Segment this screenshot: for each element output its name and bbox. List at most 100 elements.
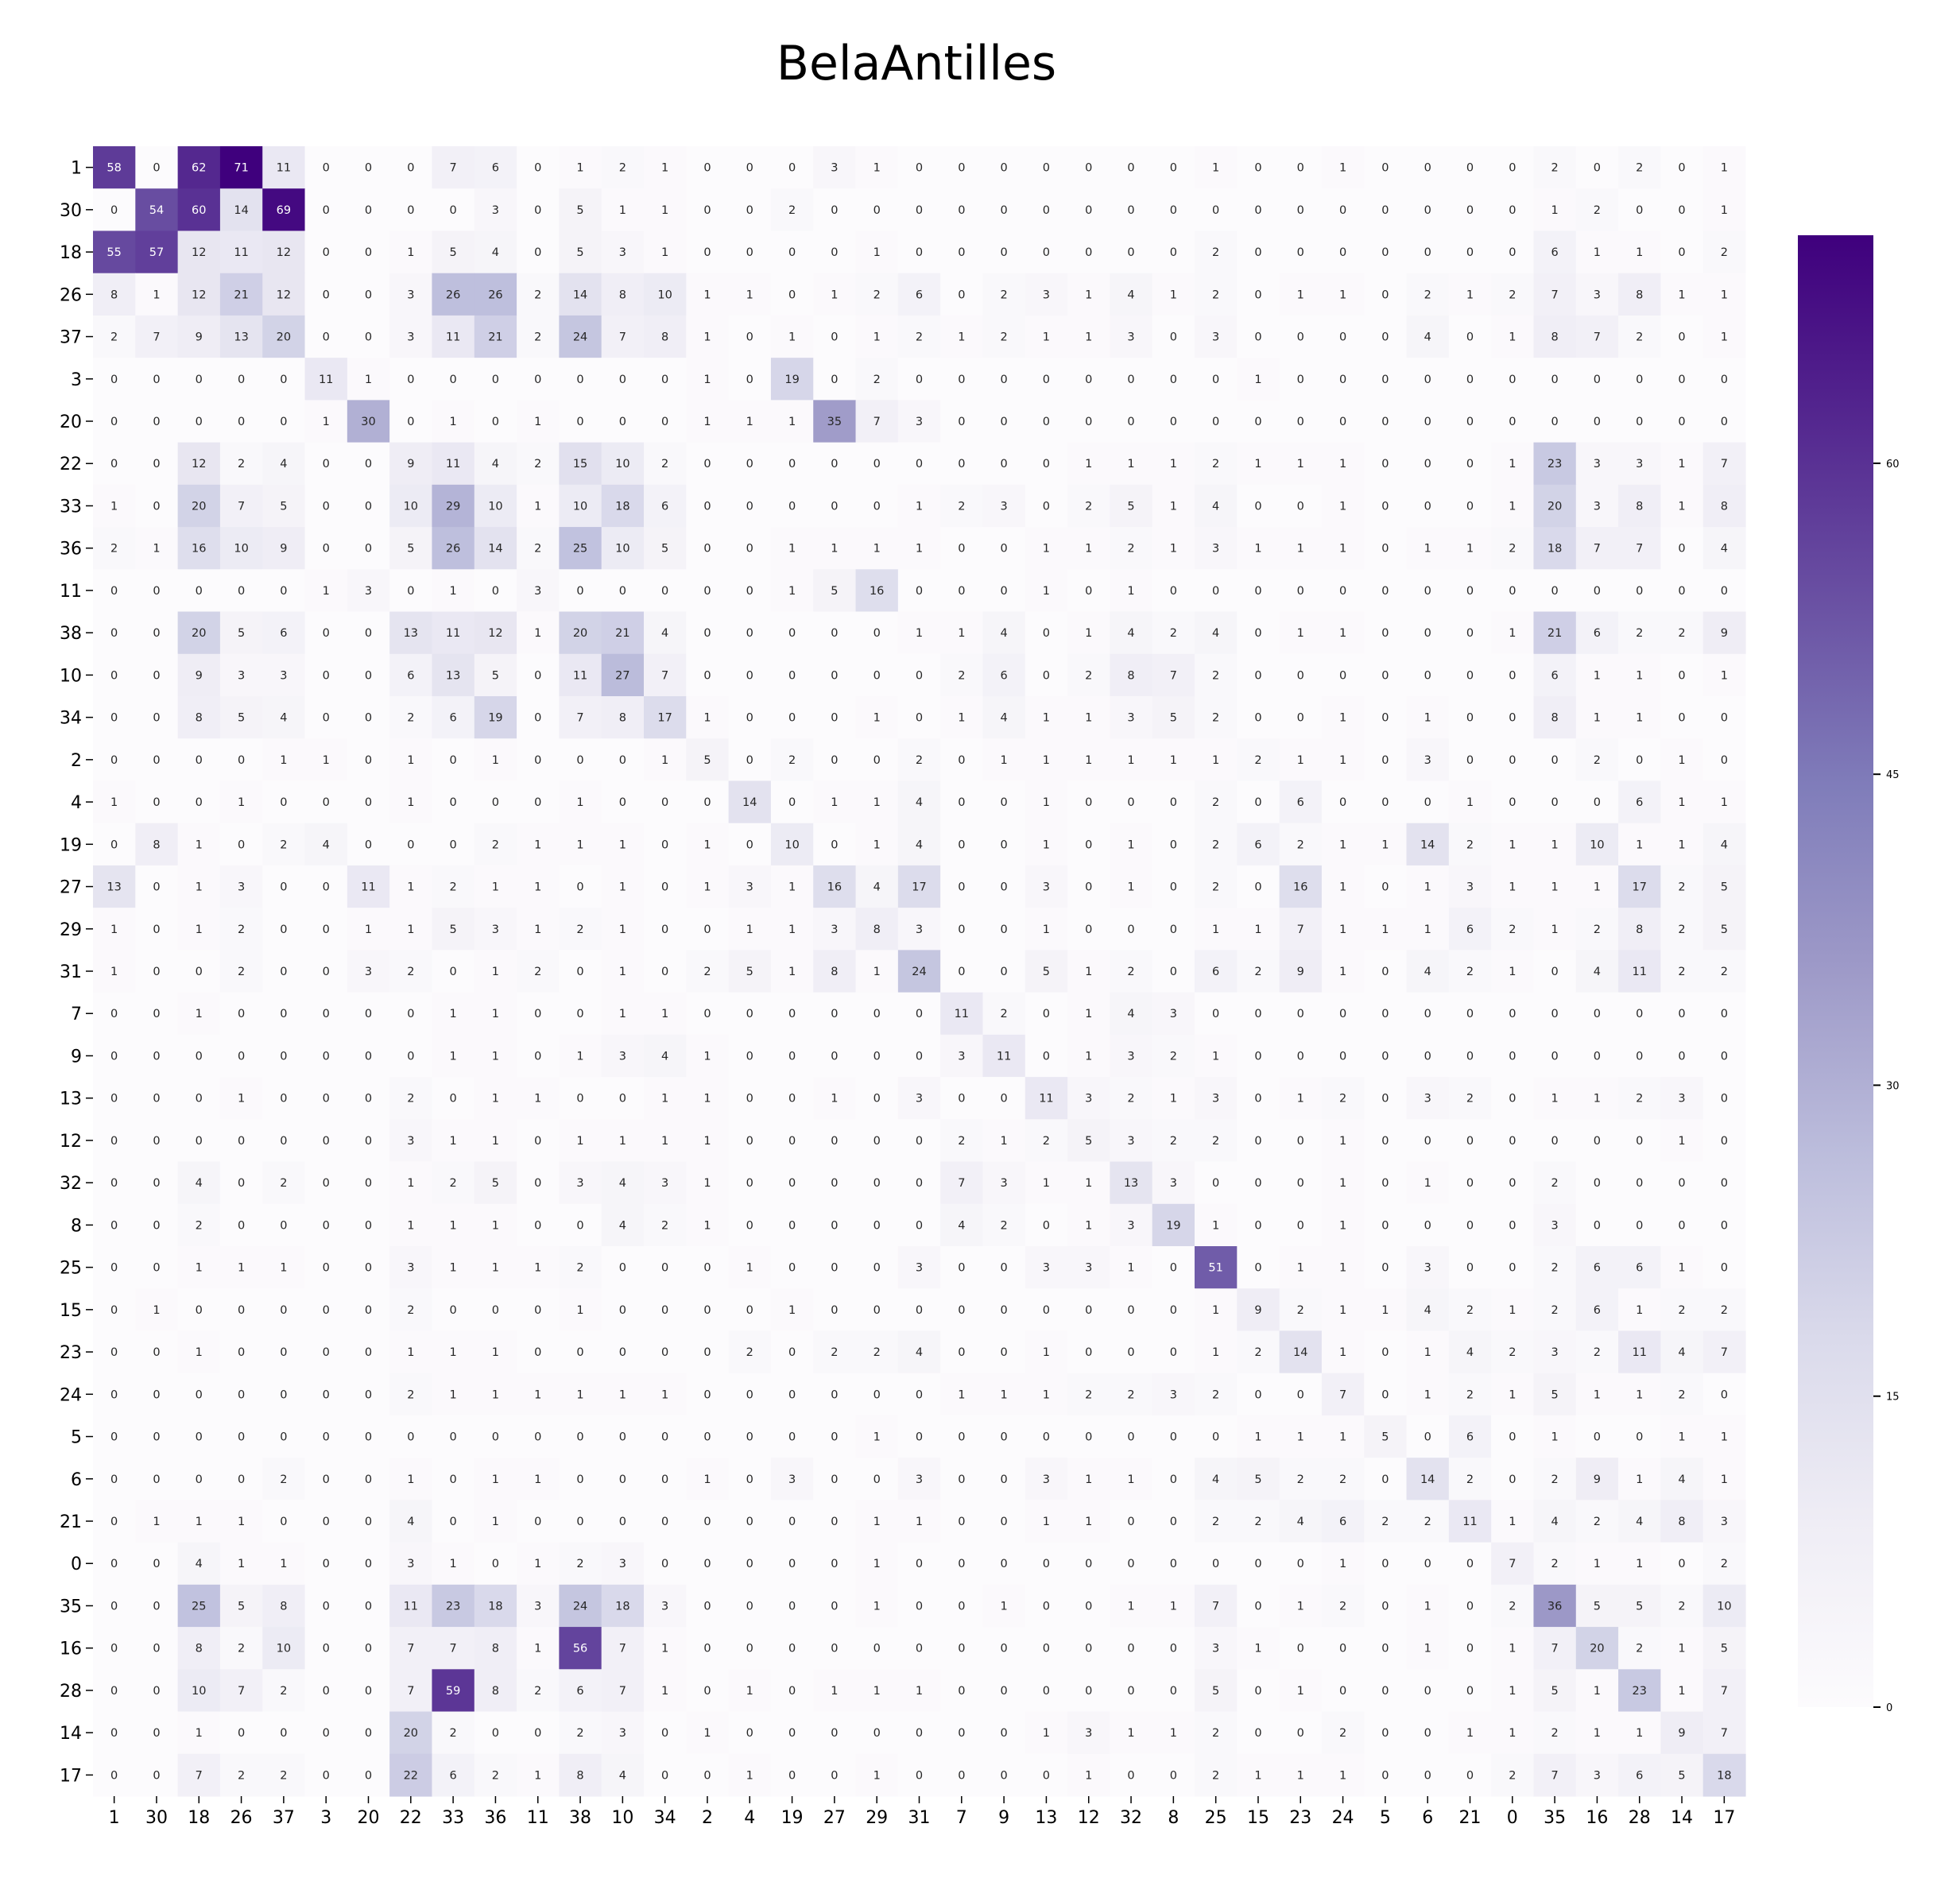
cell-value-label: 1 — [703, 1727, 711, 1740]
heatmap-cell — [1702, 1077, 1746, 1120]
heatmap-cell — [1279, 1330, 1323, 1374]
heatmap-cell — [1025, 1161, 1068, 1205]
cell-value-label: 0 — [1127, 1304, 1134, 1317]
heatmap-cell — [686, 1203, 730, 1247]
heatmap-cell — [304, 611, 348, 655]
heatmap-cell — [644, 1753, 687, 1797]
cell-value-label: 1 — [1678, 796, 1685, 809]
heatmap-cell — [982, 484, 1026, 528]
heatmap-cell — [517, 484, 560, 528]
cell-value-label: 0 — [1381, 1685, 1389, 1698]
cell-value-label: 0 — [1001, 1558, 1008, 1570]
cell-value-label: 0 — [831, 374, 838, 386]
cell-value-label: 2 — [958, 1135, 965, 1148]
heatmap-cell — [474, 442, 517, 486]
cell-value-label: 0 — [153, 1177, 160, 1190]
heatmap-cell — [262, 273, 306, 316]
heatmap-cell — [1279, 611, 1323, 655]
heatmap-cell — [474, 1542, 517, 1586]
heatmap-cell — [432, 1458, 475, 1500]
cell-value-label: 4 — [1127, 627, 1134, 640]
cell-value-label: 20 — [1590, 1643, 1604, 1655]
cell-value-label: 0 — [1001, 838, 1008, 851]
heatmap-cell — [1364, 527, 1408, 570]
heatmap-cell — [728, 442, 772, 486]
heatmap-cell — [559, 315, 602, 358]
heatmap-cell — [1491, 1627, 1535, 1670]
cell-value-label: 7 — [576, 712, 583, 725]
cell-value-label: 1 — [788, 585, 796, 598]
heatmap-cell — [1195, 400, 1238, 443]
cell-value-label: 0 — [831, 1431, 838, 1444]
cell-value-label: 0 — [1424, 1769, 1431, 1782]
heatmap-cell — [1406, 738, 1450, 782]
cell-value-label: 0 — [1170, 204, 1177, 217]
heatmap-cell — [93, 1542, 136, 1586]
cell-value-label: 0 — [1381, 416, 1389, 428]
cell-value-label: 6 — [1254, 838, 1261, 851]
heatmap-cell — [1279, 400, 1323, 443]
heatmap-cell — [1533, 992, 1577, 1036]
heatmap-cell — [1152, 611, 1195, 655]
heatmap-cell — [432, 442, 475, 486]
cell-value-label: 0 — [1254, 1685, 1261, 1698]
heatmap-cell — [432, 950, 475, 993]
heatmap-cell — [1660, 1330, 1704, 1374]
cell-value-label: 0 — [746, 712, 753, 725]
row-tick-label: 15 — [60, 1301, 82, 1321]
cell-value-label: 0 — [1466, 1177, 1474, 1190]
heatmap-cell — [304, 908, 348, 951]
heatmap-cell — [389, 1246, 433, 1289]
heatmap-cell — [1702, 146, 1746, 189]
cell-value-label: 0 — [576, 416, 583, 428]
heatmap-cell — [1067, 1246, 1110, 1289]
heatmap-cell — [1702, 230, 1746, 274]
cell-value-label: 1 — [280, 754, 287, 767]
cell-value-label: 0 — [1254, 1050, 1261, 1063]
cell-value-label: 11 — [446, 331, 460, 344]
heatmap-cell — [347, 146, 390, 189]
cell-value-label: 0 — [1170, 796, 1177, 809]
heatmap-cell — [1237, 400, 1280, 443]
heatmap-cell — [1195, 738, 1238, 782]
cell-value-label: 1 — [1085, 288, 1092, 301]
cell-value-label: 1 — [746, 1262, 753, 1275]
cell-value-label: 0 — [1594, 416, 1601, 428]
heatmap-cell — [1110, 1246, 1153, 1289]
cell-value-label: 60 — [192, 204, 206, 217]
cell-value-label: 0 — [788, 1516, 796, 1528]
heatmap-cell — [982, 1753, 1026, 1797]
heatmap-cell — [855, 1415, 899, 1458]
heatmap-cell — [855, 358, 899, 401]
heatmap-cell — [304, 1542, 348, 1586]
cell-value-label: 5 — [1381, 1431, 1389, 1444]
heatmap-cell — [135, 1753, 179, 1797]
cell-value-label: 0 — [1424, 1008, 1431, 1020]
heatmap-cell — [897, 1119, 941, 1163]
cell-value-label: 7 — [153, 331, 160, 344]
heatmap-cell — [1152, 188, 1195, 232]
heatmap-cell — [474, 992, 517, 1036]
heatmap-cell — [389, 1415, 433, 1458]
heatmap-cell — [304, 1034, 348, 1078]
heatmap-cell — [1448, 1711, 1492, 1755]
heatmap-cell — [219, 1542, 263, 1586]
heatmap-cell — [770, 315, 814, 358]
column-tick-label: 28 — [1629, 1808, 1651, 1828]
heatmap-cell — [474, 1373, 517, 1416]
heatmap-cell — [1491, 400, 1535, 443]
cell-value-label: 0 — [1466, 627, 1474, 640]
cell-value-label: 0 — [1509, 1050, 1516, 1063]
cell-value-label: 1 — [1297, 458, 1304, 470]
heatmap-cell — [389, 1288, 433, 1332]
cell-value-label: 0 — [1339, 1008, 1346, 1020]
cell-value-label: 0 — [831, 1262, 838, 1275]
cell-value-label: 0 — [365, 204, 372, 217]
cell-value-label: 0 — [153, 416, 160, 428]
heatmap-cell — [1575, 1711, 1619, 1755]
heatmap-cell — [1660, 569, 1704, 613]
heatmap-cell — [1279, 738, 1323, 782]
heatmap-cell — [1406, 1711, 1450, 1755]
column-tick-label: 9 — [998, 1808, 1009, 1828]
cell-value-label: 0 — [1339, 585, 1346, 598]
